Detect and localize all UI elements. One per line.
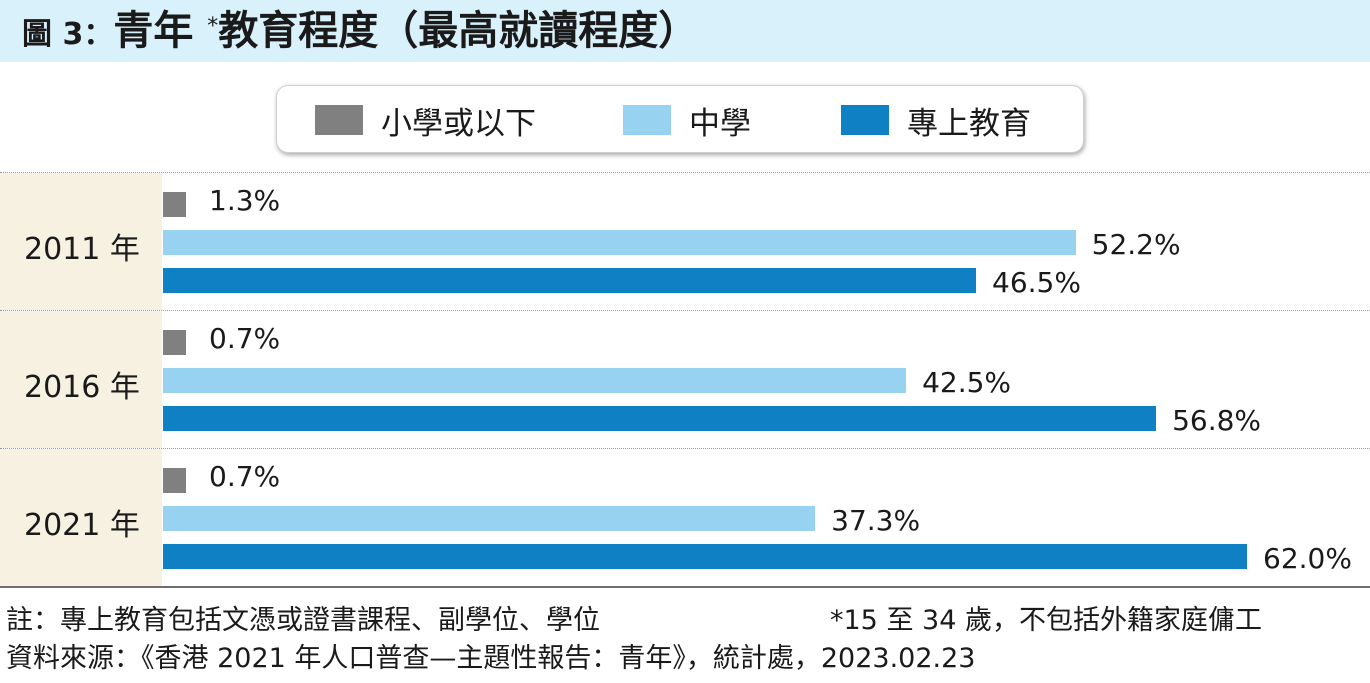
bar-value-label: 62.0%: [1263, 542, 1352, 575]
bar-value-label: 46.5%: [992, 266, 1081, 299]
legend-item-primary: 小學或以下: [315, 86, 536, 154]
legend-label-tertiary: 專上教育: [907, 105, 1031, 142]
title-main: 青年: [113, 8, 194, 54]
title-bar: [0, 0, 1370, 62]
bar-chart: 2011 年 1.3% 52.2% 46.5% 2016 年 0.7% 42.5% 56.8%…: [0, 172, 1370, 588]
year-row-background: [0, 311, 162, 448]
bar: [163, 506, 816, 531]
footnote-age-note: *15 至 34 歲，不包括外籍家庭傭工: [830, 605, 1262, 636]
bar-value-label: 0.7%: [209, 322, 281, 355]
bar-value-label: 56.8%: [1172, 404, 1262, 437]
bar: [163, 406, 1157, 431]
year-label: 2011 年: [24, 232, 140, 267]
legend-item-secondary: 中學: [623, 86, 751, 154]
legend-label-secondary: 中學: [689, 105, 751, 142]
chart-title: 圖 3：青年 *教育程度（最高就讀程度）: [22, 6, 698, 60]
bar: [163, 268, 976, 293]
bar-value-label: 52.2%: [1091, 228, 1181, 261]
year-label: 2016 年: [24, 370, 140, 405]
bar: [163, 468, 186, 493]
footnote-row-2: 資料來源：《香港 2021 年人口普查—主題性報告：青年》，統計處，2023.0…: [6, 640, 1366, 678]
legend-swatch-primary: [315, 105, 363, 135]
footnote-row-1: 註：專上教育包括文憑或證書課程、副學位、學位 *15 至 34 歲，不包括外籍家…: [6, 602, 1366, 640]
bar: [163, 368, 907, 393]
footnote-note: 註：專上教育包括文憑或證書課程、副學位、學位: [6, 605, 600, 636]
bar: [163, 230, 1076, 255]
year-row-background: [0, 449, 162, 586]
footnote-source: 資料來源：《香港 2021 年人口普查—主題性報告：青年》，統計處，2023.0…: [6, 643, 976, 674]
bar: [163, 330, 186, 355]
legend-swatch-tertiary: [841, 105, 889, 135]
legend-item-tertiary: 專上教育: [841, 86, 1031, 154]
legend: 小學或以下 中學 專上教育: [276, 85, 1084, 153]
title-asterisk: *: [207, 14, 219, 39]
row-separator: [0, 448, 1370, 449]
legend-label-primary: 小學或以下: [381, 105, 536, 142]
chart-bottom-line: [0, 586, 1370, 588]
bar-value-label: 37.3%: [831, 504, 921, 537]
bar-value-label: 42.5%: [922, 366, 1012, 399]
bar-value-label: 1.3%: [209, 184, 281, 217]
figure-number: 圖 3：: [22, 17, 114, 52]
year-label: 2021 年: [24, 508, 140, 543]
title-rest: 教育程度（最高就讀程度）: [218, 8, 699, 54]
year-row-background: [0, 173, 162, 310]
bar: [163, 544, 1247, 569]
legend-swatch-secondary: [623, 105, 671, 135]
bar-value-label: 0.7%: [209, 460, 281, 493]
bar: [163, 192, 186, 217]
footnotes: 註：專上教育包括文憑或證書課程、副學位、學位 *15 至 34 歲，不包括外籍家…: [6, 602, 1366, 678]
row-separator: [0, 310, 1370, 311]
row-separator: [0, 172, 1370, 173]
